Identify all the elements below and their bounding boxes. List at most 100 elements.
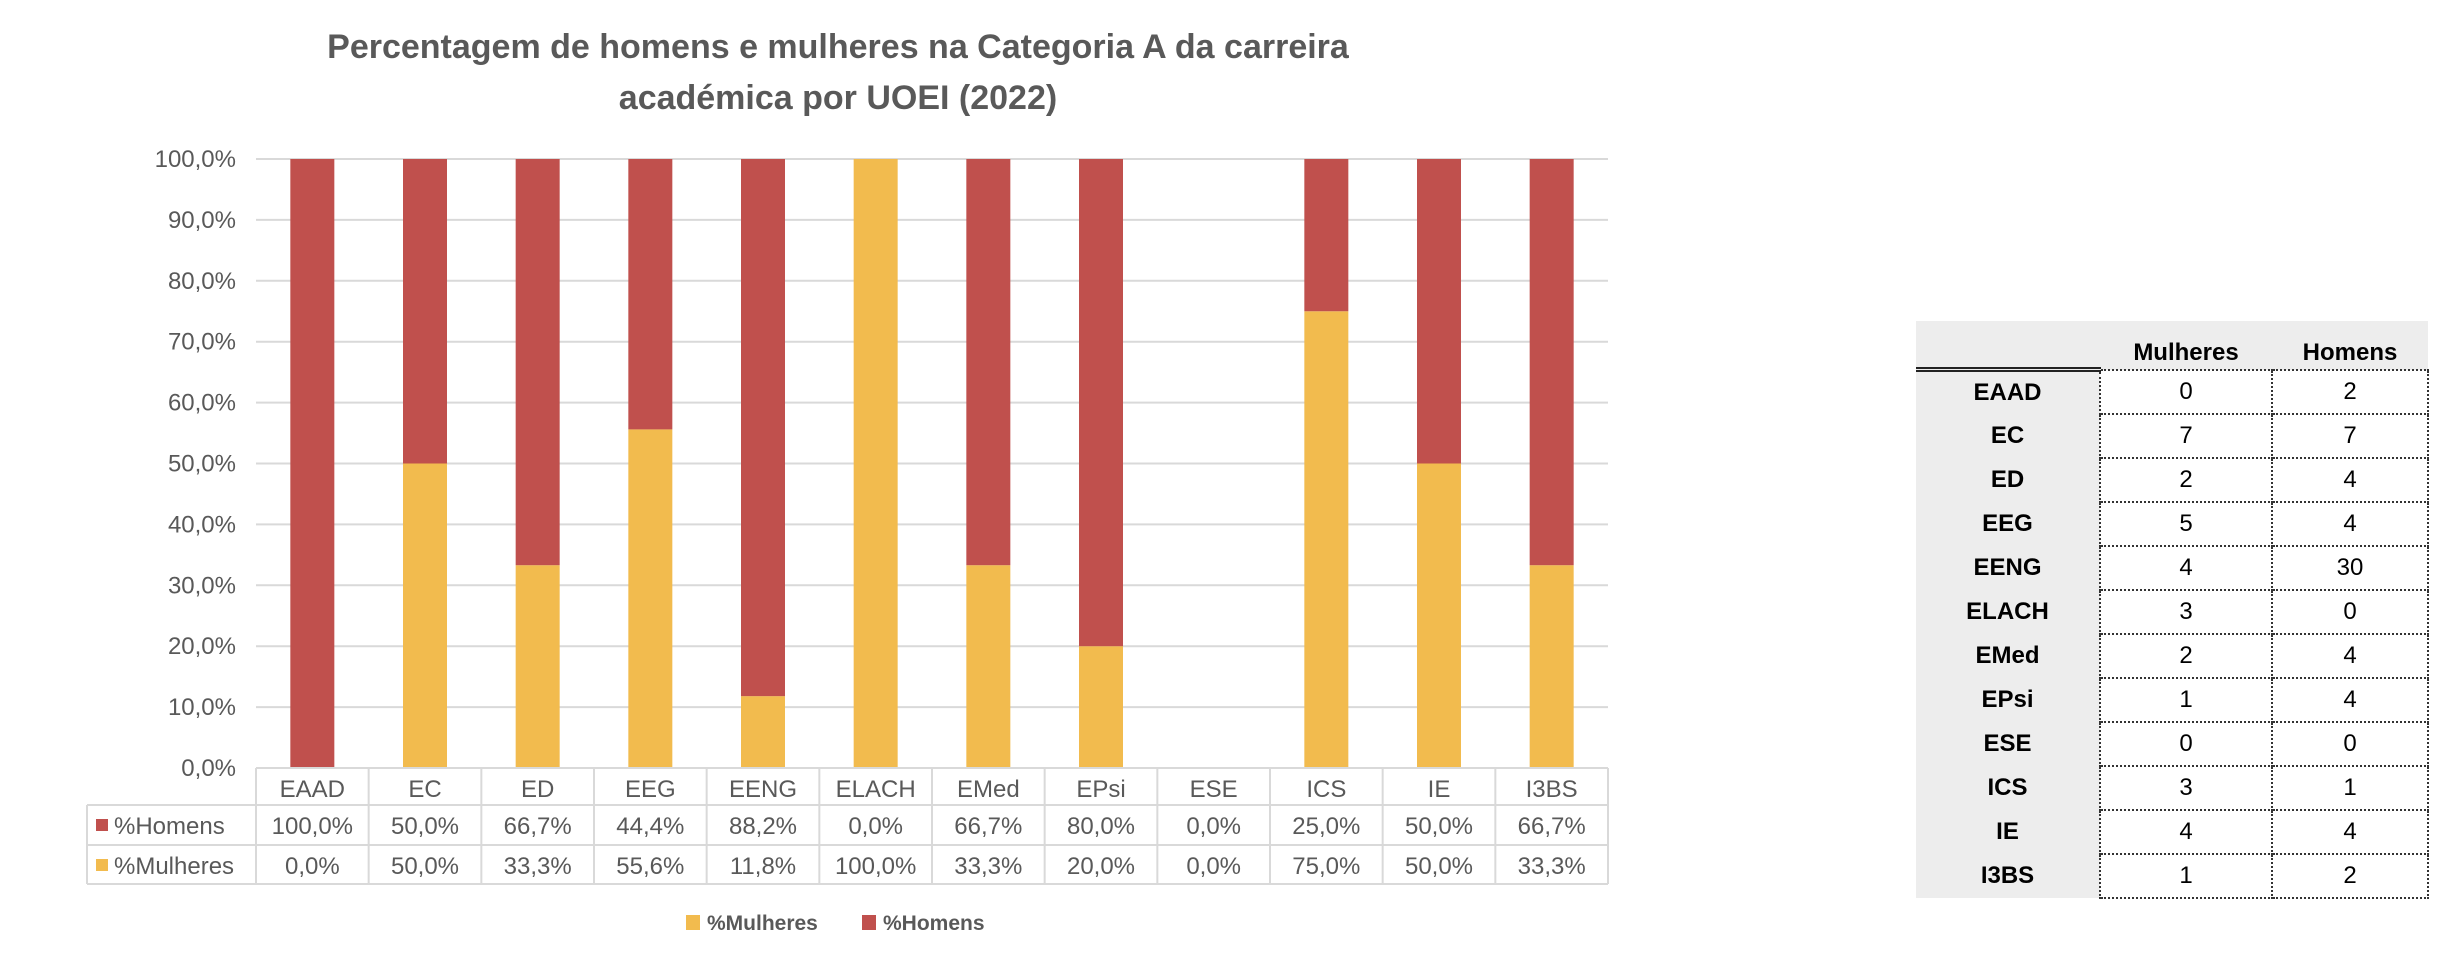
homens-count: 4 <box>2272 502 2429 547</box>
counts-row: EAAD 0 2 <box>1916 369 2429 415</box>
row-label: EPsi <box>1916 678 2101 722</box>
bar-mulheres-ec <box>403 463 447 768</box>
stacked-bar-chart: 0,0% 10,0% 20,0% 30,0% 40,0% 50,0% 60,0% 70,0% 8… <box>86 146 1609 935</box>
x-category-label: EENG <box>729 776 797 803</box>
homens-count: 0 <box>2272 590 2429 635</box>
x-category-label: EC <box>408 776 441 803</box>
mulheres-count: 2 <box>2100 634 2273 679</box>
bar-mulheres-ics <box>1304 311 1349 768</box>
bar-homens-ed <box>515 159 560 566</box>
x-category-label: EAAD <box>280 776 345 803</box>
y-tick-label: 30,0% <box>168 572 236 599</box>
data-label: 25,0% <box>1292 813 1360 840</box>
row-label: I3BS <box>1916 854 2101 898</box>
data-label: 66,7% <box>504 813 572 840</box>
counts-row: ESE 0 0 <box>1916 722 2429 767</box>
counts-row: EMed 2 4 <box>1916 634 2429 679</box>
row-label: ESE <box>1916 722 2101 766</box>
x-category-label: IE <box>1428 776 1451 803</box>
counts-row: EENG 4 30 <box>1916 546 2429 591</box>
data-label: 33,3% <box>1518 853 1586 880</box>
mulheres-count: 1 <box>2100 678 2273 723</box>
y-tick-label: 50,0% <box>168 451 236 478</box>
counts-row: EEG 5 4 <box>1916 502 2429 547</box>
row-label: EC <box>1916 414 2101 458</box>
data-label: 0,0% <box>848 813 903 840</box>
data-table-row-label: %Mulheres <box>114 853 234 880</box>
x-category-label: ED <box>521 776 554 803</box>
data-label: 100,0% <box>272 813 353 840</box>
data-table-key-homens <box>96 819 108 831</box>
bar-homens-ie <box>1417 159 1461 464</box>
mulheres-count: 0 <box>2100 369 2273 415</box>
homens-count: 1 <box>2272 766 2429 811</box>
y-tick-label: 100,0% <box>155 146 236 173</box>
data-label: 0,0% <box>1186 813 1241 840</box>
counts-row: EC 7 7 <box>1916 414 2429 459</box>
homens-count: 30 <box>2272 546 2429 591</box>
y-tick-label: 0,0% <box>181 755 236 782</box>
counts-row: IE 4 4 <box>1916 810 2429 855</box>
data-label: 55,6% <box>616 853 684 880</box>
data-label: 50,0% <box>1405 853 1473 880</box>
mulheres-count: 5 <box>2100 502 2273 547</box>
legend-label: %Homens <box>883 912 985 935</box>
data-table-row-label: %Homens <box>114 813 225 840</box>
x-category-label: ELACH <box>836 776 916 803</box>
data-label: 50,0% <box>391 853 459 880</box>
y-tick-label: 80,0% <box>168 268 236 295</box>
mulheres-count: 4 <box>2100 546 2273 591</box>
y-tick-label: 90,0% <box>168 207 236 234</box>
data-label: 0,0% <box>1186 853 1241 880</box>
row-label: ELACH <box>1916 590 2101 634</box>
data-label: 80,0% <box>1067 813 1135 840</box>
data-label: 88,2% <box>729 813 797 840</box>
bar-mulheres-i3bs <box>1529 565 1574 768</box>
homens-count: 0 <box>2272 722 2429 767</box>
y-tick-label: 60,0% <box>168 390 236 417</box>
counts-row: ED 2 4 <box>1916 458 2429 503</box>
y-tick-label: 70,0% <box>168 329 236 356</box>
legend-swatch-homens <box>862 915 876 930</box>
mulheres-count: 7 <box>2100 414 2273 459</box>
homens-count: 4 <box>2272 458 2429 503</box>
mulheres-count: 3 <box>2100 590 2273 635</box>
data-label: 11,8% <box>730 853 796 880</box>
homens-count: 2 <box>2272 369 2429 415</box>
counts-table: Mulheres Homens EAAD 0 2 EC 7 7 ED 2 4 EEG 5 4 EENG 4… <box>1916 321 2429 899</box>
bar-homens-ec <box>403 159 447 464</box>
bar-homens-eaad <box>290 159 335 768</box>
homens-count: 4 <box>2272 634 2429 679</box>
x-category-label: ICS <box>1306 776 1346 803</box>
counts-corner <box>1916 321 2100 372</box>
legend-label: %Mulheres <box>707 912 818 935</box>
y-tick-label: 20,0% <box>168 633 236 660</box>
row-label: ED <box>1916 458 2101 502</box>
row-label: EENG <box>1916 546 2101 590</box>
bar-homens-epsi <box>1079 159 1123 647</box>
x-category-label: EMed <box>957 776 1020 803</box>
row-label: EMed <box>1916 634 2101 678</box>
x-category-label: ESE <box>1190 776 1238 803</box>
mulheres-count: 4 <box>2100 810 2273 855</box>
bar-mulheres-eeng <box>741 696 785 768</box>
data-label: 100,0% <box>835 853 916 880</box>
y-tick-label: 40,0% <box>168 511 236 538</box>
data-table-key-mulheres <box>96 859 108 871</box>
row-label: ICS <box>1916 766 2101 810</box>
data-label: 50,0% <box>391 813 459 840</box>
data-label: 33,3% <box>504 853 572 880</box>
counts-row: ICS 3 1 <box>1916 766 2429 811</box>
x-category-label: EPsi <box>1076 776 1125 803</box>
header-mulheres: Mulheres <box>2100 321 2272 371</box>
mulheres-count: 2 <box>2100 458 2273 503</box>
bar-mulheres-ie <box>1417 463 1461 768</box>
data-label: 20,0% <box>1067 853 1135 880</box>
chart-title-line-1: Percentagem de homens e mulheres na Cate… <box>327 28 1349 66</box>
chart-title-line-2: académica por UOEI (2022) <box>618 79 1058 117</box>
bar-homens-eeg <box>628 159 673 430</box>
row-label: IE <box>1916 810 2101 854</box>
row-label: EEG <box>1916 502 2101 546</box>
legend-swatch-mulheres <box>686 915 700 930</box>
counts-header-row: Mulheres Homens <box>1916 321 2428 372</box>
